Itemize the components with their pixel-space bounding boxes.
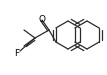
Text: O: O xyxy=(39,14,45,23)
Text: F: F xyxy=(14,49,20,58)
